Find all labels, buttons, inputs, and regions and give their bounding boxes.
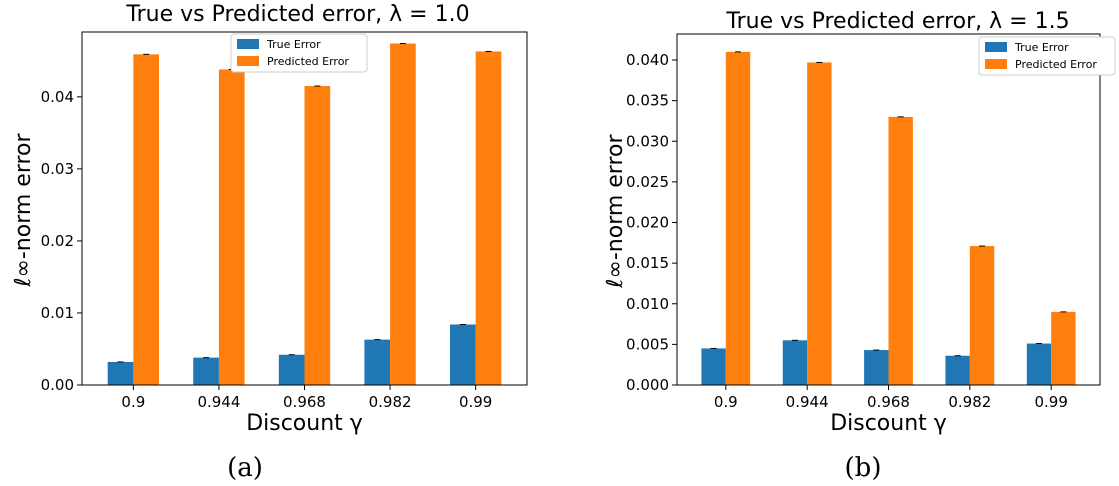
bar-true-error bbox=[1026, 343, 1052, 385]
legend-label: Predicted Error bbox=[1015, 58, 1097, 71]
y-tick-label: 0.000 bbox=[626, 376, 669, 394]
x-tick-label: 0.9 bbox=[121, 393, 145, 411]
x-tick-label: 0.968 bbox=[867, 393, 910, 411]
bar-predicted-error bbox=[475, 51, 502, 385]
y-tick-label: 0.025 bbox=[626, 173, 669, 191]
chart-title: True vs Predicted error, λ = 1.5 bbox=[725, 9, 1069, 34]
legend-swatch bbox=[237, 56, 259, 66]
y-tick-label: 0.04 bbox=[41, 88, 74, 106]
bar-predicted-error bbox=[133, 54, 160, 386]
x-tick-label: 0.944 bbox=[197, 393, 240, 411]
y-tick-label: 0.035 bbox=[626, 92, 669, 110]
bar-true-error bbox=[278, 354, 305, 385]
chart-title: True vs Predicted error, λ = 1.0 bbox=[125, 2, 469, 27]
bar-true-error bbox=[782, 340, 808, 385]
legend-label: True Error bbox=[266, 38, 321, 51]
bar-predicted-error bbox=[304, 86, 331, 385]
bar-true-error bbox=[107, 361, 134, 385]
legend-label: Predicted Error bbox=[267, 55, 349, 68]
y-tick-label: 0.00 bbox=[41, 376, 74, 394]
bar-true-error bbox=[364, 339, 391, 385]
bar-predicted-error bbox=[888, 116, 913, 385]
y-axis-label: ℓ∞-norm error bbox=[11, 133, 36, 288]
x-tick-label: 0.982 bbox=[948, 393, 991, 411]
x-tick-label: 0.968 bbox=[283, 393, 326, 411]
x-tick-label: 0.99 bbox=[1034, 393, 1067, 411]
bar-true-error bbox=[449, 324, 476, 385]
x-tick-label: 0.944 bbox=[786, 393, 829, 411]
bar-true-error bbox=[864, 350, 889, 385]
y-tick-label: 0.01 bbox=[41, 304, 74, 322]
figure-caption: (b) bbox=[845, 453, 882, 483]
y-tick-label: 0.02 bbox=[41, 232, 74, 250]
x-axis-label: Discount γ bbox=[246, 411, 363, 436]
y-tick-label: 0.040 bbox=[626, 51, 669, 69]
bar-predicted-error bbox=[725, 51, 751, 385]
y-tick-label: 0.020 bbox=[626, 214, 669, 232]
bar-true-error bbox=[193, 357, 219, 385]
y-tick-label: 0.030 bbox=[626, 132, 669, 150]
legend-box bbox=[230, 33, 368, 73]
bar-predicted-error bbox=[807, 62, 832, 385]
bar-true-error bbox=[701, 348, 726, 385]
x-tick-label: 0.9 bbox=[714, 393, 738, 411]
legend-swatch bbox=[985, 42, 1007, 52]
x-tick-label: 0.982 bbox=[369, 393, 412, 411]
figure-caption: (a) bbox=[227, 453, 263, 483]
x-tick-label: 0.99 bbox=[459, 393, 492, 411]
legend-swatch bbox=[237, 39, 259, 49]
bar-true-error bbox=[945, 355, 970, 385]
legend-swatch bbox=[985, 59, 1007, 69]
y-axis-label: ℓ∞-norm error bbox=[603, 134, 628, 289]
bar-predicted-error bbox=[218, 69, 245, 385]
bar-predicted-error bbox=[1051, 311, 1076, 385]
y-tick-label: 0.005 bbox=[626, 335, 669, 353]
bar-predicted-error bbox=[390, 43, 416, 386]
legend-box bbox=[978, 36, 1116, 76]
bar-predicted-error bbox=[969, 246, 995, 385]
y-tick-label: 0.015 bbox=[626, 254, 669, 272]
y-tick-label: 0.03 bbox=[41, 160, 74, 178]
y-tick-label: 0.010 bbox=[626, 295, 669, 313]
legend-label: True Error bbox=[1014, 41, 1069, 54]
x-axis-label: Discount γ bbox=[830, 411, 947, 436]
